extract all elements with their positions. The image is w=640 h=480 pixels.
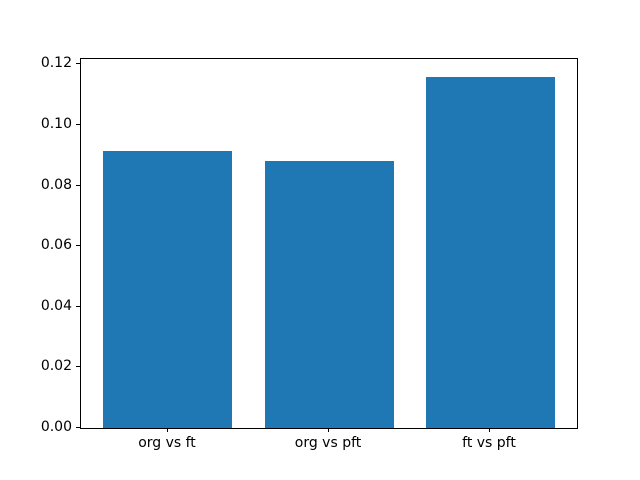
y-tick-mark: [76, 366, 80, 367]
y-tick-label: 0.02: [40, 358, 72, 374]
y-tick-label: 0.12: [40, 55, 72, 71]
y-tick-label: 0.00: [40, 419, 72, 435]
y-tick-label: 0.04: [40, 298, 72, 314]
bar-org-vs-ft: [103, 151, 232, 428]
x-tick-label-org-vs-ft: org vs ft: [138, 435, 196, 451]
y-tick-mark: [76, 427, 80, 428]
x-tick-mark: [328, 428, 329, 432]
x-tick-label-org-vs-pft: org vs pft: [294, 435, 362, 451]
y-tick-label: 0.06: [40, 237, 72, 253]
x-tick-mark: [489, 428, 490, 432]
plot-area: [80, 58, 578, 429]
x-tick-label-ft-vs-pft: ft vs pft: [462, 435, 516, 451]
y-tick-label: 0.08: [40, 177, 72, 193]
y-tick-mark: [76, 306, 80, 307]
y-tick-mark: [76, 124, 80, 125]
x-tick-mark: [167, 428, 168, 432]
bar-org-vs-pft: [265, 161, 394, 428]
y-tick-mark: [76, 63, 80, 64]
y-tick-mark: [76, 185, 80, 186]
y-tick-mark: [76, 245, 80, 246]
bar-ft-vs-pft: [426, 77, 555, 428]
y-tick-label: 0.10: [40, 116, 72, 132]
